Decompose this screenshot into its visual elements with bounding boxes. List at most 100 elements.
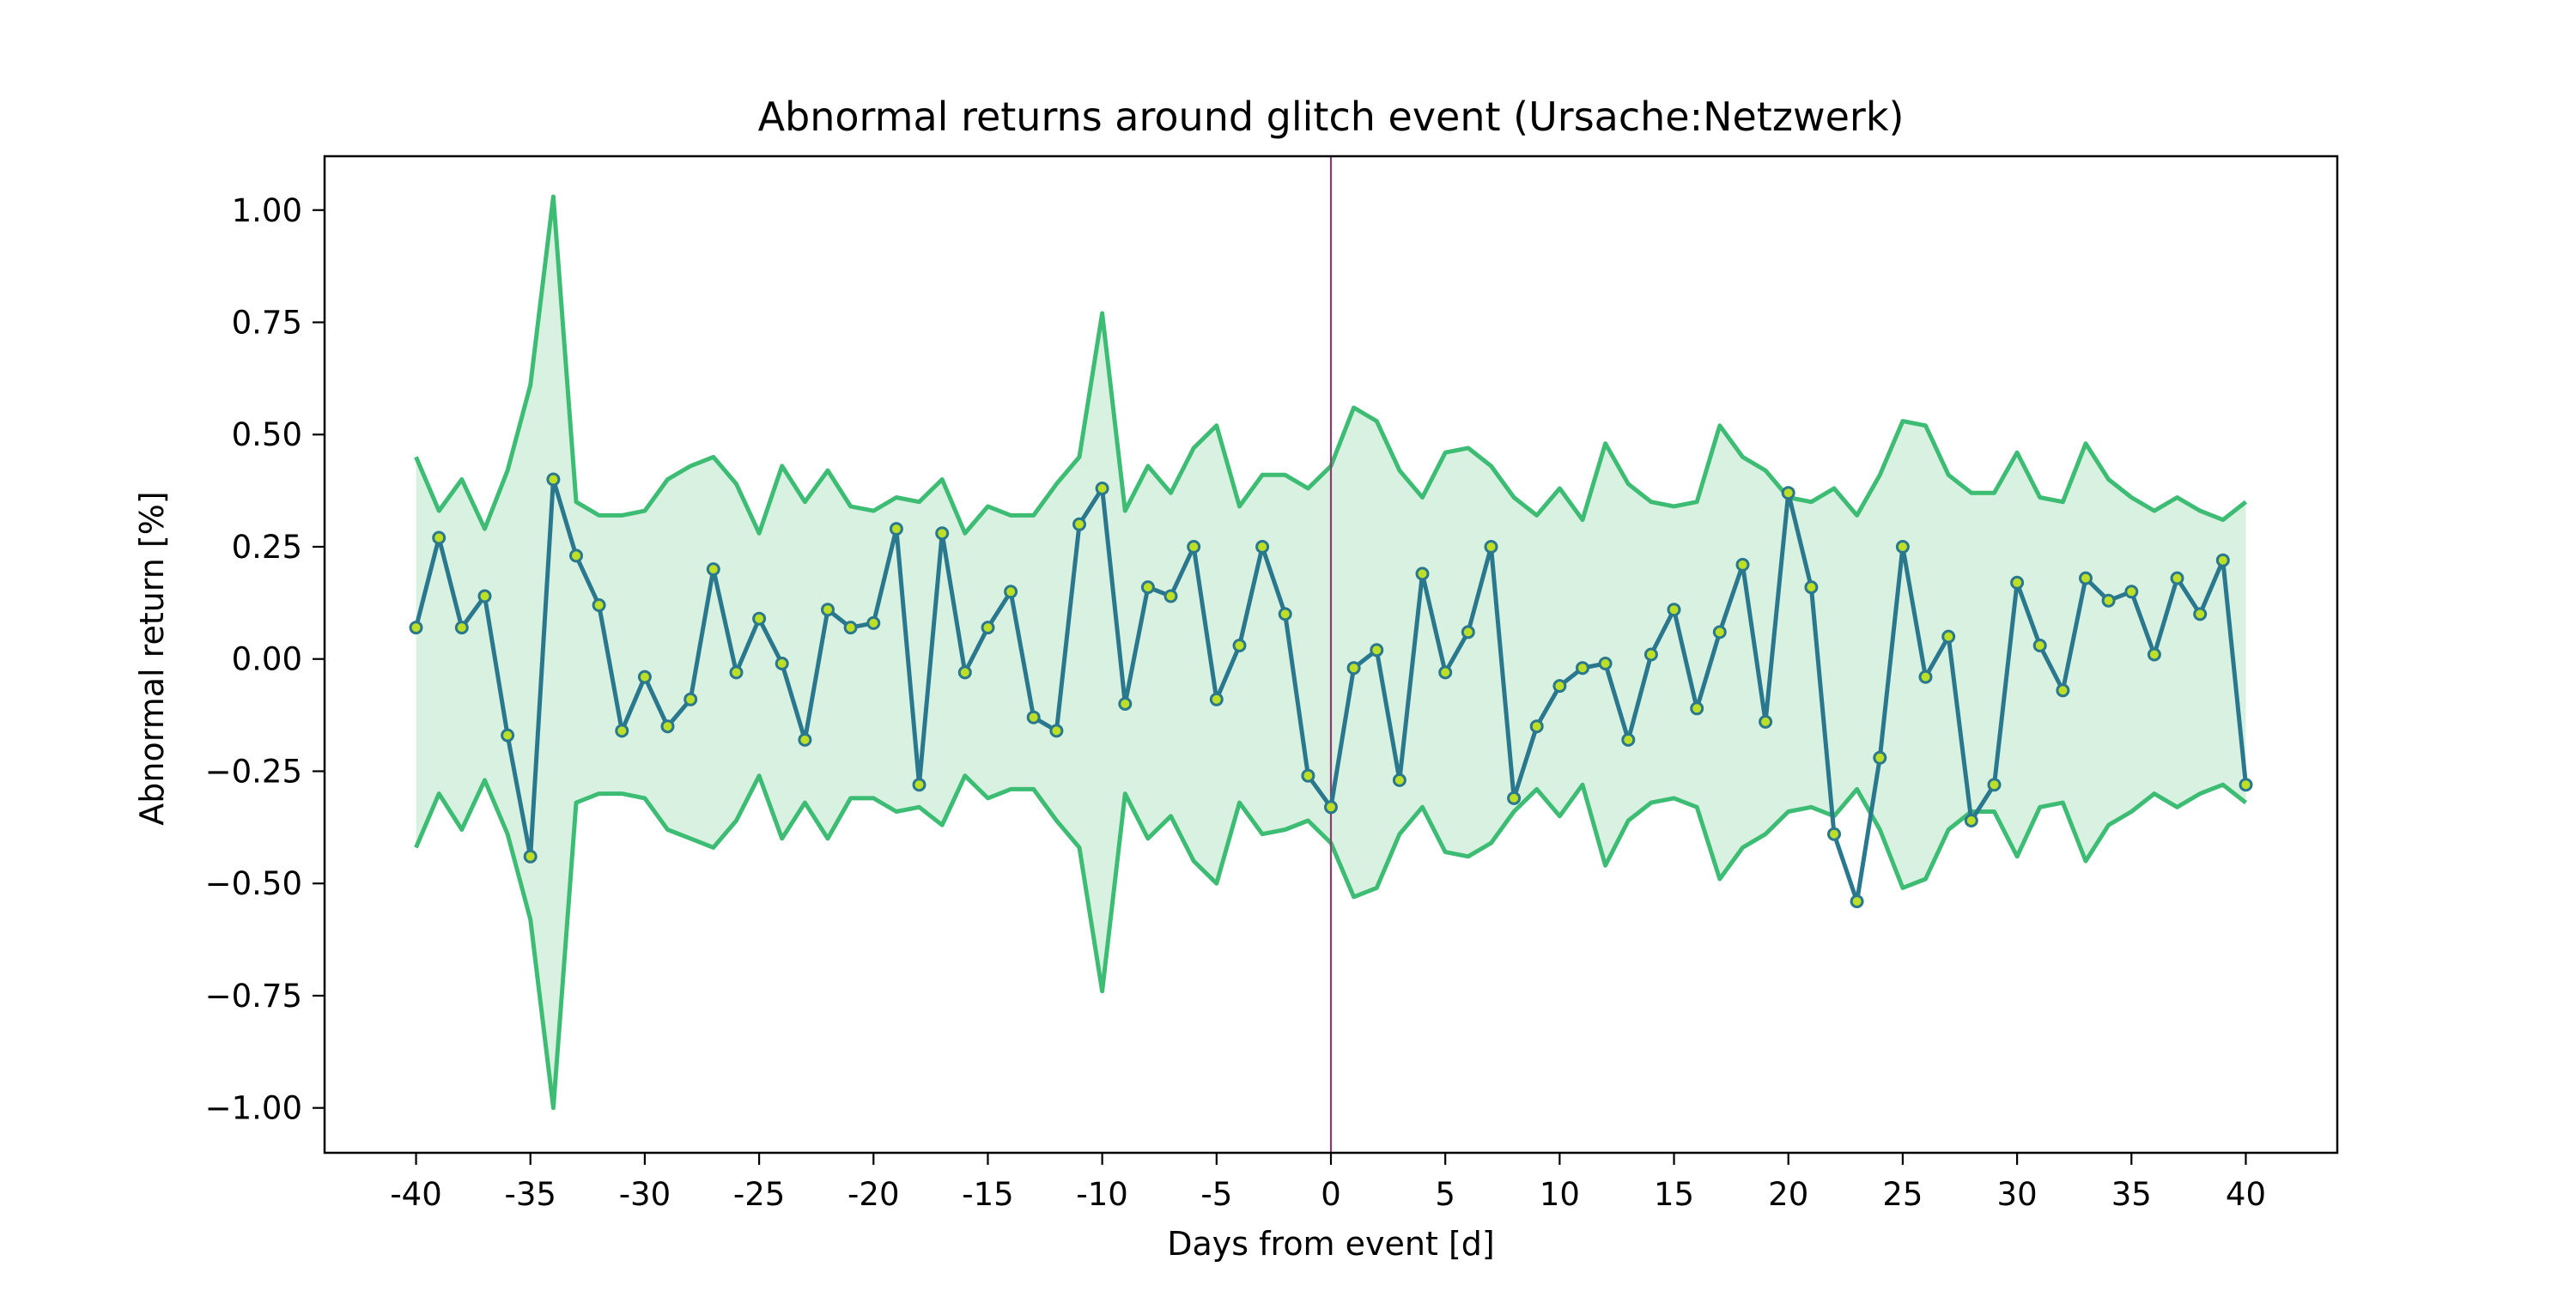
- data-point: [1187, 540, 1201, 554]
- data-point: [1643, 647, 1658, 662]
- data-point: [706, 562, 720, 577]
- data-point: [1255, 540, 1270, 554]
- x-tick-label: 5: [1435, 1176, 1455, 1213]
- data-point: [2239, 778, 2253, 792]
- data-point: [546, 472, 561, 487]
- data-point: [1850, 894, 1864, 909]
- data-point: [409, 621, 423, 635]
- chart-title: Abnormal returns around glitch event (Ur…: [758, 94, 1905, 140]
- data-point: [1461, 625, 1475, 639]
- data-point: [2193, 607, 2208, 621]
- x-tick-label: -10: [1076, 1176, 1127, 1213]
- data-point: [501, 728, 515, 742]
- data-point: [1392, 773, 1406, 787]
- y-axis-label: Abnormal return [%]: [133, 491, 171, 825]
- data-point: [1163, 589, 1178, 603]
- data-point: [889, 522, 903, 536]
- x-tick-label: -15: [962, 1176, 1013, 1213]
- data-point: [1690, 701, 1704, 716]
- y-tick-label: 0.50: [232, 416, 302, 453]
- data-point: [752, 611, 767, 626]
- data-point: [1324, 800, 1338, 815]
- data-point: [1964, 814, 1978, 827]
- data-point: [477, 589, 492, 603]
- data-point: [1232, 639, 1247, 652]
- y-tick-label: −0.50: [205, 865, 302, 902]
- data-point: [1759, 714, 1773, 729]
- data-point: [775, 657, 789, 670]
- data-point: [2215, 553, 2230, 567]
- plot-area: [409, 156, 2253, 1153]
- data-point: [523, 849, 538, 864]
- y-tick-label: −0.75: [205, 978, 302, 1015]
- data-point: [1370, 643, 1384, 658]
- data-point: [1507, 791, 1522, 805]
- x-tick-label: 15: [1654, 1176, 1694, 1213]
- x-tick-label: -35: [505, 1176, 556, 1213]
- data-point: [592, 598, 606, 612]
- x-tick-label: 25: [1882, 1176, 1923, 1213]
- data-point: [1918, 670, 1933, 684]
- data-point: [432, 530, 447, 545]
- data-point: [1301, 768, 1315, 783]
- x-tick-label: -5: [1200, 1176, 1232, 1213]
- data-point: [1667, 603, 1681, 617]
- data-point: [1804, 580, 1819, 595]
- data-point: [843, 621, 858, 635]
- y-tick-label: −1.00: [205, 1090, 302, 1127]
- x-tick-label: 10: [1540, 1176, 1580, 1213]
- x-tick-label: 20: [1768, 1176, 1808, 1213]
- data-point: [821, 603, 835, 617]
- data-point: [1735, 557, 1750, 572]
- y-tick-label: 1.00: [232, 192, 302, 229]
- x-tick-label: -25: [733, 1176, 785, 1213]
- data-point: [866, 615, 881, 630]
- y-tick-label: 0.25: [232, 529, 302, 566]
- y-tick-label: 0.00: [232, 641, 302, 678]
- data-point: [2124, 585, 2139, 599]
- y-tick-label: 0.75: [232, 305, 302, 342]
- x-tick-label: 30: [1997, 1176, 2038, 1213]
- data-point: [1895, 540, 1910, 554]
- data-point: [1598, 657, 1613, 670]
- x-tick-label: -30: [619, 1176, 671, 1213]
- data-point: [660, 719, 675, 734]
- x-tick-label: 0: [1321, 1176, 1341, 1213]
- data-point: [1576, 661, 1589, 676]
- data-point: [1621, 732, 1636, 747]
- data-point: [1873, 750, 1887, 765]
- data-point: [2079, 571, 2093, 585]
- data-point: [683, 692, 698, 706]
- data-point: [935, 526, 950, 541]
- data-point: [1209, 692, 1224, 706]
- x-tick-label: 35: [2111, 1176, 2152, 1213]
- y-tick-label: −0.25: [205, 753, 302, 790]
- data-point: [1712, 625, 1727, 639]
- data-point: [981, 621, 995, 635]
- data-point: [1552, 679, 1567, 694]
- data-point: [637, 670, 652, 684]
- x-tick-label: 40: [2226, 1176, 2266, 1213]
- data-point: [957, 665, 972, 680]
- data-point: [1941, 629, 1956, 644]
- data-point: [1781, 486, 1795, 500]
- data-point: [2147, 647, 2161, 662]
- data-point: [1026, 710, 1041, 724]
- data-point: [1049, 724, 1064, 738]
- data-point: [1987, 778, 2002, 792]
- data-point: [2101, 593, 2116, 608]
- data-point: [1438, 665, 1453, 680]
- data-point: [1827, 827, 1841, 841]
- x-axis-label: Days from event [d]: [1167, 1225, 1495, 1263]
- data-point: [2056, 683, 2070, 698]
- data-point: [798, 732, 812, 747]
- data-point: [1095, 482, 1109, 495]
- data-point: [1278, 607, 1292, 621]
- data-point: [729, 665, 744, 680]
- data-point: [1415, 567, 1430, 581]
- data-point: [1004, 585, 1018, 599]
- data-point: [2010, 575, 2025, 590]
- data-point: [2032, 639, 2047, 652]
